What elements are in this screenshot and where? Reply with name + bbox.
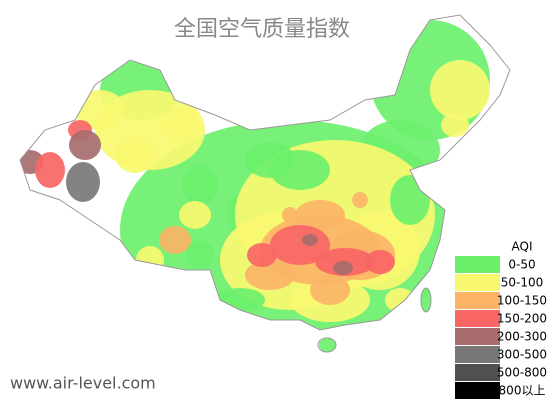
aqi-region (115, 137, 155, 173)
aqi-region (270, 225, 330, 265)
aqi-region (247, 243, 277, 267)
aqi-region (385, 288, 415, 312)
aqi-region (160, 107, 200, 143)
legend-swatch (455, 310, 500, 327)
aqi-region (136, 246, 164, 274)
legend-label: 150-200 (497, 312, 547, 326)
aqi-region (352, 192, 368, 208)
legend-label: 0-50 (508, 258, 535, 272)
aqi-region (390, 175, 430, 225)
aqi-region (333, 261, 353, 275)
aqi-region (215, 288, 265, 312)
legend-label: 300-500 (497, 348, 547, 362)
legend-swatch (455, 274, 500, 291)
legend-swatch (455, 292, 500, 309)
aqi-region (159, 226, 191, 254)
aqi-region (186, 241, 214, 269)
map-title: 全国空气质量指数 (174, 17, 350, 42)
legend-label: 100-150 (497, 294, 547, 308)
legend-label: 50-100 (501, 276, 544, 290)
watermark: www.air-level.com (10, 374, 156, 393)
legend-swatch (455, 328, 500, 345)
aqi-regions (20, 20, 490, 352)
aqi-region (282, 207, 298, 223)
aqi-region (245, 142, 295, 178)
aqi-region (430, 60, 490, 120)
legend-title: AQI (512, 240, 533, 254)
legend-swatch (455, 382, 500, 399)
legend-label: 500-800 (497, 366, 547, 380)
aqi-region (35, 152, 65, 188)
aqi-region (421, 288, 431, 312)
aqi-region (182, 165, 218, 205)
aqi-region (69, 130, 101, 160)
aqi-region (245, 260, 295, 290)
aqi-region (319, 338, 337, 352)
legend-label: 800以上 (499, 384, 546, 398)
aqi-region (310, 275, 350, 305)
legend: AQI 0-50 50-100 100-150 150-200 200-300 300-5… (454, 238, 555, 400)
aqi-region (66, 162, 100, 202)
aqi-region (179, 201, 211, 229)
aqi-region (302, 234, 318, 246)
aqi-region (295, 200, 345, 230)
legend-swatch (455, 364, 500, 381)
legend-label: 200-300 (497, 330, 547, 344)
aqi-region (365, 250, 395, 274)
legend-swatch (455, 256, 500, 273)
aqi-region (441, 113, 469, 137)
legend-swatch (455, 346, 500, 363)
aqi-region (75, 90, 125, 130)
